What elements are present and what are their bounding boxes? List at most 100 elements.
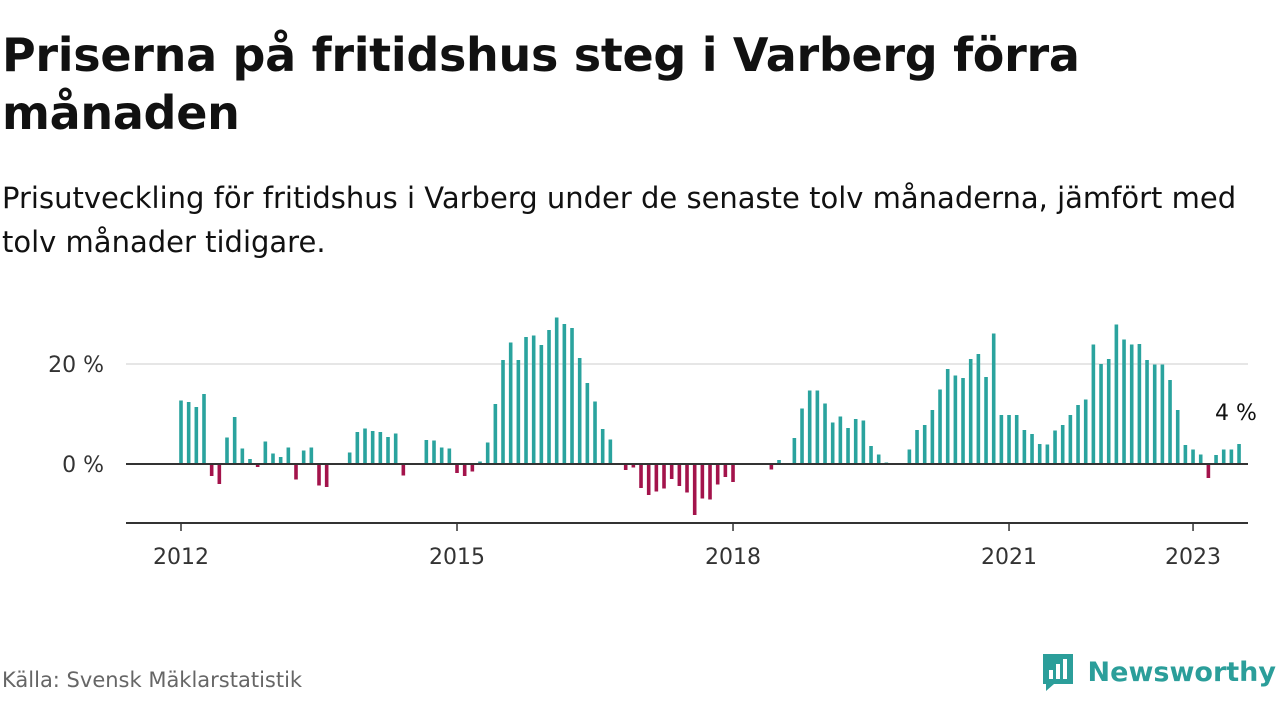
bar: [424, 440, 429, 464]
bar: [255, 464, 260, 467]
bar: [278, 457, 283, 464]
bar: [554, 317, 559, 464]
bar: [830, 422, 835, 464]
bar: [585, 383, 590, 464]
bar: [1007, 415, 1011, 464]
bar: [386, 437, 390, 464]
bar: [1137, 344, 1142, 464]
bar: [547, 330, 551, 464]
bar: [1129, 344, 1134, 464]
bar: [1221, 449, 1226, 464]
bar: [769, 464, 774, 470]
bar: [485, 442, 490, 464]
bar: [915, 430, 919, 464]
bar: [945, 369, 950, 464]
bar: [1099, 364, 1103, 464]
bar: [922, 425, 927, 464]
bar: [731, 464, 735, 482]
bar: [669, 464, 674, 479]
bar: [516, 360, 521, 464]
bar: [179, 400, 183, 464]
bar: [194, 407, 199, 464]
bar: [1237, 444, 1241, 464]
bar: [209, 464, 214, 476]
bar: [654, 464, 659, 492]
bar: [1160, 364, 1165, 464]
newsworthy-logo-icon: [1042, 654, 1073, 691]
bar: [600, 429, 605, 464]
bar: [800, 408, 804, 464]
bar: [570, 328, 574, 464]
bar: [1053, 430, 1057, 464]
bar: [685, 464, 689, 493]
bar: [217, 464, 222, 484]
bar: [961, 378, 965, 464]
bar: [439, 447, 444, 464]
bar: [1175, 410, 1180, 464]
bar: [861, 420, 866, 464]
bar: [432, 440, 436, 464]
bar: [240, 448, 245, 464]
bar: [202, 394, 206, 464]
bar: [493, 404, 498, 464]
bar: [1106, 359, 1111, 464]
bar: [1145, 360, 1149, 464]
bar: [462, 464, 467, 476]
bar: [577, 358, 582, 464]
x-tick-label: 2012: [153, 545, 209, 570]
bar: [639, 464, 643, 488]
bar: [1183, 445, 1188, 464]
bar: [1022, 430, 1027, 464]
bar: [401, 464, 406, 476]
brand-logo: Newsworthy: [1040, 652, 1276, 692]
bar: [646, 464, 651, 495]
bar: [715, 464, 720, 485]
bar: [984, 377, 988, 464]
bar: [309, 447, 314, 464]
bar: [991, 333, 996, 464]
bar: [838, 416, 843, 464]
bar: [248, 459, 252, 464]
bar: [225, 437, 229, 464]
bar: [501, 360, 505, 464]
bar: [1083, 399, 1088, 464]
bar: [455, 464, 459, 473]
bar: [1214, 455, 1218, 464]
bar: [662, 464, 666, 489]
bar: [232, 417, 237, 464]
bar: [1060, 425, 1065, 464]
bar: [1229, 449, 1234, 464]
bar: [1168, 380, 1172, 464]
source-note: Källa: Svensk Mäklarstatistik: [2, 668, 303, 692]
y-tick-label: 0 %: [62, 453, 104, 478]
bar: [470, 464, 475, 472]
bar: [370, 431, 375, 464]
bar: [1037, 444, 1042, 464]
bar: [1030, 434, 1034, 464]
bar: [807, 390, 812, 464]
bar: [294, 464, 298, 480]
bar: [623, 464, 628, 470]
bar: [823, 403, 827, 464]
x-tick-label: 2021: [981, 545, 1037, 570]
bar: [976, 354, 981, 464]
bar: [562, 324, 567, 464]
bar: [815, 390, 820, 464]
bar: [1122, 339, 1126, 464]
bar: [531, 335, 536, 464]
x-tick-label: 2018: [705, 545, 761, 570]
bar: [355, 432, 360, 464]
bar: [700, 464, 705, 499]
bar: [723, 464, 728, 477]
bar: [938, 389, 942, 464]
bar: [286, 447, 291, 464]
bar: [263, 441, 268, 464]
bar: [347, 452, 352, 464]
bar: [1191, 449, 1195, 464]
bar: [708, 464, 712, 500]
bar: [1014, 415, 1019, 464]
x-tick-label: 2023: [1165, 545, 1221, 570]
bar: [869, 446, 873, 464]
bar: [378, 432, 383, 464]
bar: [692, 464, 697, 515]
